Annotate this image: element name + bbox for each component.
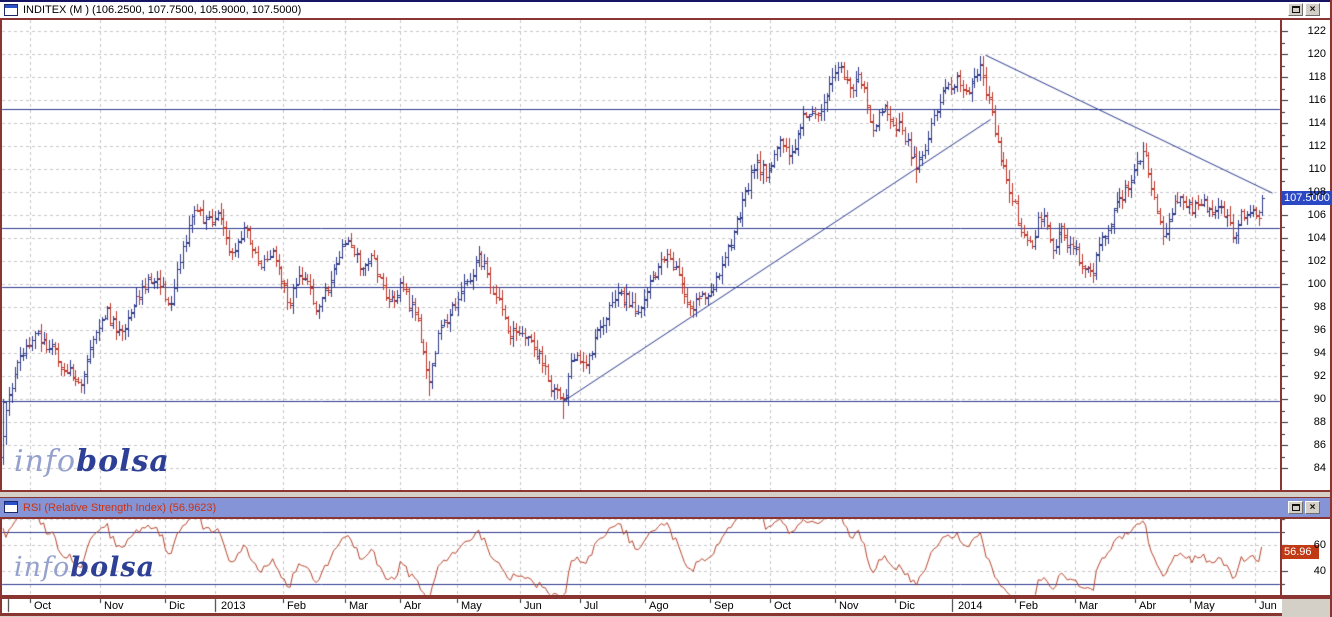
month-label: Feb	[287, 600, 306, 612]
price-axis-separator	[1280, 18, 1282, 492]
month-label: Abr	[1139, 600, 1157, 612]
price-tick-label: 88	[1313, 416, 1326, 428]
price-tick-label: 106	[1307, 209, 1326, 221]
month-label: May	[1194, 600, 1215, 612]
close-icon: ×	[1309, 4, 1316, 15]
price-panel-top-border	[0, 18, 1332, 20]
price-tick-label: 114	[1308, 117, 1326, 129]
month-label: Feb	[1019, 600, 1038, 612]
month-label: Jun	[1259, 600, 1277, 612]
rsi-tick-label: 40	[1313, 565, 1326, 577]
month-label: Nov	[104, 600, 124, 612]
watermark-info: info	[14, 444, 77, 479]
price-panel-title: INDITEX (M ) (106.2500, 107.7500, 105.90…	[23, 4, 302, 16]
price-panel-close-button[interactable]: ×	[1305, 3, 1320, 16]
price-tick-label: 96	[1313, 324, 1326, 336]
window-right-border	[1330, 0, 1332, 617]
infobolsa-watermark-rsi: infobolsa	[14, 552, 155, 583]
price-tick-label: 92	[1313, 370, 1326, 382]
time-axis-bottom-border	[0, 613, 1282, 616]
month-label: Jun	[524, 600, 542, 612]
rsi-panel-top-border	[0, 497, 1332, 498]
rsi-panel-close-button[interactable]: ×	[1305, 501, 1320, 514]
price-tick-label: 120	[1307, 48, 1326, 60]
month-label: Abr	[404, 600, 422, 612]
month-label: Mar	[349, 600, 368, 612]
price-tick-label: 98	[1313, 301, 1326, 313]
price-tick-label: 112	[1308, 140, 1326, 152]
month-label: Oct	[34, 600, 52, 612]
month-label: Dic	[899, 600, 915, 612]
month-label: Oct	[774, 600, 792, 612]
watermark-bolsa: bolsa	[76, 444, 170, 479]
price-tick-label: 100	[1307, 278, 1326, 290]
rsi-panel-bottom-border	[0, 595, 1330, 599]
year-label: 2014	[958, 600, 983, 612]
watermark-info: info	[14, 552, 71, 583]
month-label: Jul	[584, 600, 599, 612]
rsi-value-label: 56.96	[1282, 545, 1319, 559]
price-panel-bottom-border	[0, 490, 1332, 492]
infobolsa-watermark: infobolsa	[14, 444, 170, 479]
rsi-panel-titlebar[interactable]: RSI (Relative Strength Index) (56.9623)	[0, 498, 1330, 517]
price-tick-label: 102	[1307, 255, 1326, 267]
window-left-border	[0, 18, 2, 616]
rsi-panel-maximize-button[interactable]	[1288, 501, 1303, 514]
month-label: Nov	[839, 600, 859, 612]
watermark-bolsa: bolsa	[70, 552, 156, 583]
price-tick-label: 116	[1308, 94, 1326, 106]
rsi-panel-title: RSI (Relative Strength Index) (56.9623)	[23, 502, 217, 514]
rsi-axis-separator	[1280, 519, 1282, 599]
price-tick-label: 108	[1307, 186, 1326, 198]
close-icon: ×	[1309, 502, 1316, 513]
maximize-icon	[1291, 6, 1300, 13]
month-label: Mar	[1079, 600, 1098, 612]
price-tick-label: 118	[1308, 71, 1326, 83]
bottom-right-corner	[1282, 599, 1330, 617]
month-label: May	[461, 600, 482, 612]
month-label: Dic	[169, 600, 185, 612]
maximize-icon	[1291, 504, 1300, 511]
rsi-title-bottom-border	[0, 517, 1332, 519]
month-label: Sep	[714, 600, 734, 612]
price-tick-label: 104	[1307, 232, 1326, 244]
last-price-label: 107.5000	[1282, 191, 1332, 205]
price-tick-label: 110	[1308, 163, 1326, 175]
window-icon	[4, 4, 18, 16]
window-top-border	[0, 0, 1332, 2]
month-label: Ago	[649, 600, 669, 612]
price-tick-label: 122	[1307, 25, 1326, 37]
window-icon	[4, 501, 18, 513]
year-label: 2013	[221, 600, 246, 612]
panel-gap	[0, 492, 1330, 497]
price-tick-label: 84	[1313, 462, 1326, 474]
rsi-tick-label: 60	[1313, 539, 1326, 551]
price-panel-maximize-button[interactable]	[1288, 3, 1303, 16]
price-tick-label: 94	[1313, 347, 1326, 359]
price-panel-titlebar[interactable]: INDITEX (M ) (106.2500, 107.7500, 105.90…	[0, 2, 1330, 18]
price-tick-label: 90	[1313, 393, 1326, 405]
price-tick-label: 86	[1313, 439, 1326, 451]
